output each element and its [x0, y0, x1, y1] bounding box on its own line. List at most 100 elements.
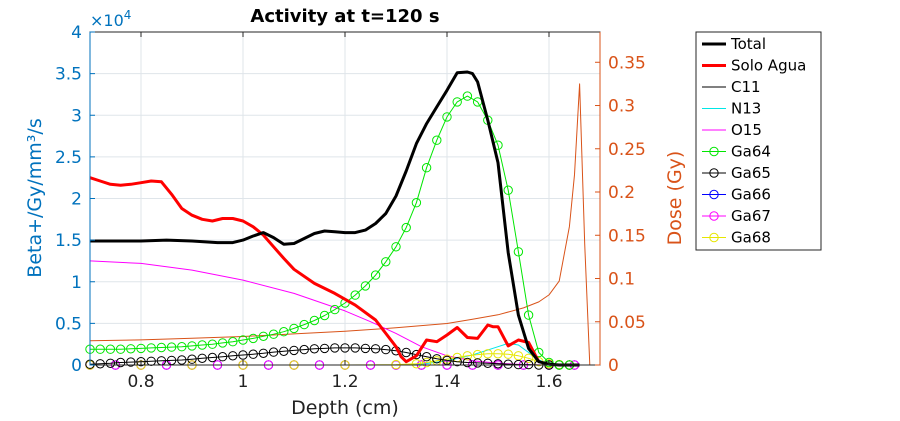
series-point-ga65-31 — [401, 347, 411, 358]
series-point-ga65-5 — [136, 357, 146, 367]
y-left-tick-label-6: 3 — [71, 106, 82, 126]
series-point-ga65-9 — [177, 355, 187, 365]
series-point-ga68-8 — [421, 357, 432, 368]
series-point-ga65-18 — [268, 347, 279, 357]
legend-box — [695, 31, 822, 251]
series-point-ga64-43 — [523, 310, 534, 320]
series-point-ga64-23 — [319, 310, 330, 321]
series-point-ga65-10 — [187, 354, 197, 364]
y-left-tick-label-2: 1 — [71, 273, 82, 293]
series-line-dose — [89, 83, 600, 366]
series-point-ga64-6 — [146, 343, 156, 353]
y-right-axis-label: Dose (Gy) — [664, 151, 686, 246]
series-point-ga64-30 — [391, 242, 401, 252]
series-point-ga64-29 — [381, 257, 391, 267]
legend: Total Solo Agua C11 N13 O15 Ga64 Ga65 Ga66 Ga67 G… — [695, 31, 822, 251]
series-point-ga68-15 — [493, 349, 503, 359]
series-point-ga64-7 — [156, 342, 167, 353]
series-point-ga64-27 — [360, 281, 371, 291]
series-point-ga68-14 — [483, 349, 493, 359]
legend-marker-ga64 — [709, 146, 719, 157]
y-right-tick-label-4: 0.2 — [608, 183, 635, 203]
series-point-ga64-36 — [452, 97, 462, 107]
series-line-solo-agua — [89, 176, 541, 364]
x-axis-label: Depth (cm) — [291, 397, 399, 419]
series-solo-agua — [89, 176, 541, 364]
series-point-ga64-24 — [330, 304, 340, 315]
series-point-ga64-34 — [432, 135, 442, 145]
series-point-ga64-12 — [207, 339, 218, 349]
x-tick-label-2: 1.2 — [331, 372, 358, 392]
series-point-ga65-19 — [279, 346, 289, 356]
series-point-ga64-16 — [248, 333, 258, 344]
series-point-ga64-11 — [197, 340, 207, 350]
y-left-tick-label-3: 1.5 — [55, 231, 82, 251]
y-left-tick-label-5: 2.5 — [55, 148, 82, 168]
legend-label-n13: N13 — [731, 100, 761, 118]
series-point-ga64-18 — [268, 329, 279, 339]
y-left-exponent: ×104 — [90, 8, 131, 30]
series-point-ga64-35 — [442, 112, 452, 122]
series-point-ga64-5 — [136, 343, 146, 354]
series-total — [90, 70, 580, 367]
legend-marker-ga66 — [709, 189, 719, 200]
series-point-ga65-13 — [217, 352, 228, 362]
x-tick-label-1: 1 — [238, 372, 249, 392]
series-point-ga65-38 — [472, 358, 483, 368]
series-point-ga64-9 — [177, 342, 187, 352]
series-point-ga65-41 — [503, 359, 513, 369]
y-right-tick-label-3: 0.15 — [608, 226, 646, 246]
series-point-ga65-33 — [421, 352, 432, 362]
legend-label-total: Total — [730, 35, 766, 53]
y-left-axis-label: Beta+/Gy/mm³/s — [24, 118, 46, 277]
series-line-total — [90, 70, 580, 367]
series-point-ga65-3 — [115, 357, 126, 368]
series-point-ga65-15 — [238, 350, 248, 360]
series-point-ga65-36 — [452, 357, 462, 367]
series-point-ga65-32 — [411, 349, 422, 360]
y-right-tick-label-7: 0.35 — [608, 53, 646, 73]
series-point-ga64-2 — [105, 344, 116, 354]
series-point-ga65-17 — [258, 348, 269, 358]
legend-label-c11: C11 — [731, 78, 761, 96]
series-point-ga64-42 — [513, 247, 524, 257]
series-point-ga65-11 — [197, 353, 207, 363]
series-point-ga68-12 — [462, 351, 473, 361]
series-point-ga64-20 — [289, 323, 299, 334]
series-point-ga65-2 — [105, 358, 116, 368]
legend-label-solo-agua: Solo Agua — [731, 57, 806, 75]
series-point-ga65-29 — [381, 344, 391, 355]
y-right-tick-label-1: 0.05 — [608, 313, 646, 333]
series-point-ga65-14 — [228, 351, 238, 361]
axis-ticks: 0.8 1 1.2 1.4 1.6 0 0.5 1 1.5 2 2.5 3 3.5 4 0 0.05 0.1 0.… — [55, 23, 646, 392]
series-point-ga65-28 — [370, 344, 381, 354]
series-point-ga64-10 — [187, 341, 197, 351]
y-left-tick-label-1: 0.5 — [55, 314, 82, 334]
y-left-tick-label-4: 2 — [71, 190, 82, 210]
series-point-ga65-16 — [248, 349, 258, 359]
y-left-tick-label-0: 0 — [71, 356, 82, 376]
series-point-ga65-27 — [360, 343, 371, 354]
x-tick-label-4: 1.6 — [535, 372, 562, 392]
series-point-ga65-1 — [95, 359, 105, 369]
series-point-ga64-32 — [411, 198, 422, 208]
chart-title: Activity at t=120 s — [250, 6, 439, 27]
series-point-ga65-4 — [126, 357, 136, 367]
legend-label-ga67: Ga67 — [731, 207, 771, 225]
series-point-ga68-7 — [411, 359, 422, 369]
series-dose — [89, 83, 600, 366]
series-point-ga64-21 — [299, 319, 309, 330]
series-point-ga68-18 — [523, 353, 534, 363]
series-point-ga64-17 — [258, 331, 269, 341]
y-right-tick-label-5: 0.25 — [608, 140, 646, 160]
series-point-ga65-39 — [483, 358, 493, 368]
series-point-ga65-40 — [493, 359, 503, 369]
y-left-exponent-power: 4 — [124, 8, 132, 22]
series-point-ga64-26 — [350, 290, 360, 300]
legend-label-ga66: Ga66 — [731, 186, 771, 204]
series-point-ga65-34 — [432, 354, 442, 364]
series-point-ga64-41 — [503, 185, 513, 195]
y-left-exponent-base: ×10 — [90, 11, 124, 30]
series-point-ga64-33 — [421, 163, 432, 173]
